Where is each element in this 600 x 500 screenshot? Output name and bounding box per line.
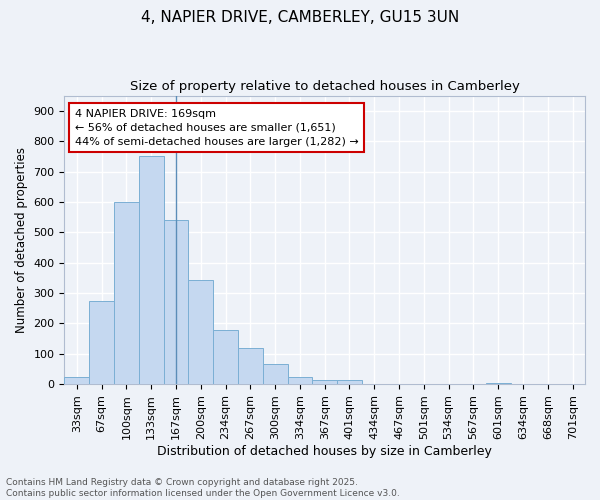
Text: 4, NAPIER DRIVE, CAMBERLEY, GU15 3UN: 4, NAPIER DRIVE, CAMBERLEY, GU15 3UN	[141, 10, 459, 25]
X-axis label: Distribution of detached houses by size in Camberley: Distribution of detached houses by size …	[157, 444, 492, 458]
Bar	[287, 376, 313, 384]
Bar	[164, 220, 188, 384]
Bar	[313, 380, 337, 384]
Bar	[238, 348, 263, 384]
Bar	[114, 202, 139, 384]
Bar	[64, 376, 89, 384]
Bar	[139, 156, 164, 384]
Bar	[89, 300, 114, 384]
Bar	[213, 330, 238, 384]
Bar	[263, 364, 287, 384]
Bar	[188, 280, 213, 384]
Bar	[337, 380, 362, 384]
Bar	[486, 382, 511, 384]
Text: 4 NAPIER DRIVE: 169sqm
← 56% of detached houses are smaller (1,651)
44% of semi-: 4 NAPIER DRIVE: 169sqm ← 56% of detached…	[75, 108, 359, 146]
Text: Contains HM Land Registry data © Crown copyright and database right 2025.
Contai: Contains HM Land Registry data © Crown c…	[6, 478, 400, 498]
Title: Size of property relative to detached houses in Camberley: Size of property relative to detached ho…	[130, 80, 520, 93]
Y-axis label: Number of detached properties: Number of detached properties	[15, 147, 28, 333]
